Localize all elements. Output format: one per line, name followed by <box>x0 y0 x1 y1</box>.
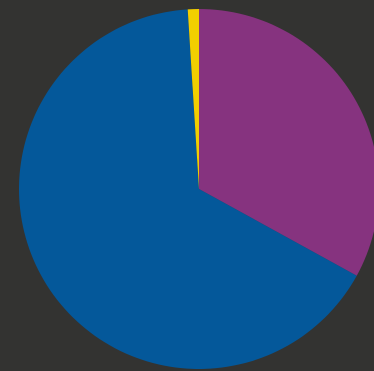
pie-slice-1 <box>199 9 374 276</box>
pie-slice-3 <box>187 9 199 189</box>
pie-slice-2 <box>18 9 357 370</box>
